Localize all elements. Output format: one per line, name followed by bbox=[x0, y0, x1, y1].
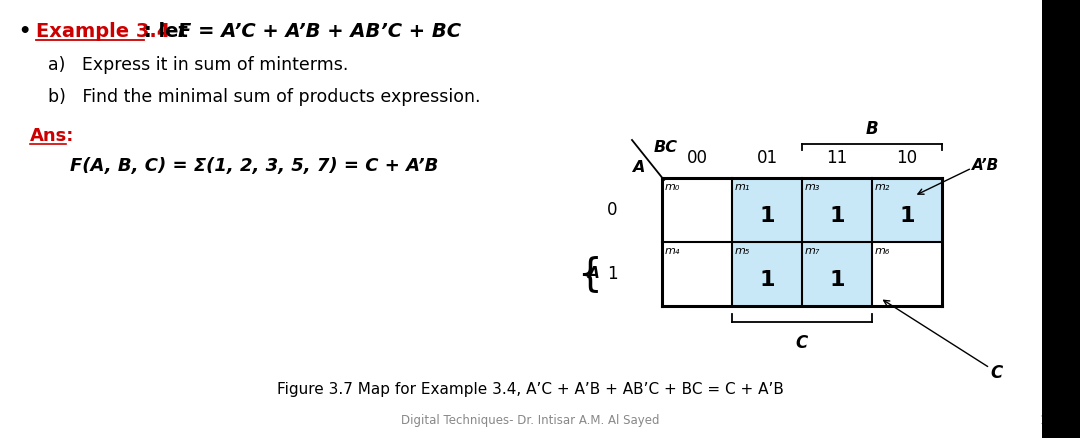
Text: m₂: m₂ bbox=[875, 182, 890, 192]
Bar bbox=[802, 242, 872, 306]
Text: 1: 1 bbox=[759, 270, 774, 290]
Text: m₇: m₇ bbox=[805, 246, 821, 256]
Bar bbox=[732, 242, 802, 306]
Text: Example 3.4: Example 3.4 bbox=[36, 22, 171, 41]
Text: B: B bbox=[866, 120, 878, 138]
Text: BC: BC bbox=[654, 140, 678, 155]
Bar bbox=[872, 178, 942, 242]
Text: Ans:: Ans: bbox=[30, 127, 75, 145]
Text: 1: 1 bbox=[900, 206, 915, 226]
Text: m₅: m₅ bbox=[735, 246, 751, 256]
Text: {: { bbox=[577, 255, 602, 293]
Bar bbox=[732, 178, 802, 242]
Text: Digital Techniques- Dr. Intisar A.M. Al Sayed: Digital Techniques- Dr. Intisar A.M. Al … bbox=[401, 414, 659, 427]
Text: 01: 01 bbox=[756, 149, 778, 167]
Text: 1: 1 bbox=[829, 206, 845, 226]
Text: b)   Find the minimal sum of products expression.: b) Find the minimal sum of products expr… bbox=[48, 88, 481, 106]
Text: C: C bbox=[990, 364, 1002, 382]
Text: 11: 11 bbox=[826, 149, 848, 167]
Text: A: A bbox=[589, 266, 600, 282]
Text: 1: 1 bbox=[759, 206, 774, 226]
Text: Figure 3.7 Map for Example 3.4, A’C + A’B + AB’C + BC = C + A’B: Figure 3.7 Map for Example 3.4, A’C + A’… bbox=[276, 382, 783, 397]
Text: m₄: m₄ bbox=[665, 246, 680, 256]
Text: m₁: m₁ bbox=[735, 182, 751, 192]
Text: 1: 1 bbox=[607, 265, 618, 283]
Bar bbox=[1042, 0, 1080, 438]
Text: : let: : let bbox=[144, 22, 194, 41]
Text: A: A bbox=[632, 160, 645, 175]
Bar bbox=[802, 178, 872, 242]
Text: a)   Express it in sum of minterms.: a) Express it in sum of minterms. bbox=[48, 56, 349, 74]
Text: m₃: m₃ bbox=[805, 182, 821, 192]
Text: F = A’C + A’B + AB’C + BC: F = A’C + A’B + AB’C + BC bbox=[178, 22, 461, 41]
Text: 14: 14 bbox=[1040, 414, 1056, 427]
Text: A’B: A’B bbox=[972, 159, 999, 173]
Text: •: • bbox=[18, 22, 30, 41]
Text: m₆: m₆ bbox=[875, 246, 890, 256]
Text: 00: 00 bbox=[687, 149, 707, 167]
Text: F(A, B, C) = Σ(1, 2, 3, 5, 7) = C + A’B: F(A, B, C) = Σ(1, 2, 3, 5, 7) = C + A’B bbox=[70, 157, 438, 175]
Text: C: C bbox=[796, 334, 808, 352]
Text: m₀: m₀ bbox=[665, 182, 680, 192]
Text: 1: 1 bbox=[829, 270, 845, 290]
Text: 0: 0 bbox=[607, 201, 618, 219]
Text: 10: 10 bbox=[896, 149, 918, 167]
